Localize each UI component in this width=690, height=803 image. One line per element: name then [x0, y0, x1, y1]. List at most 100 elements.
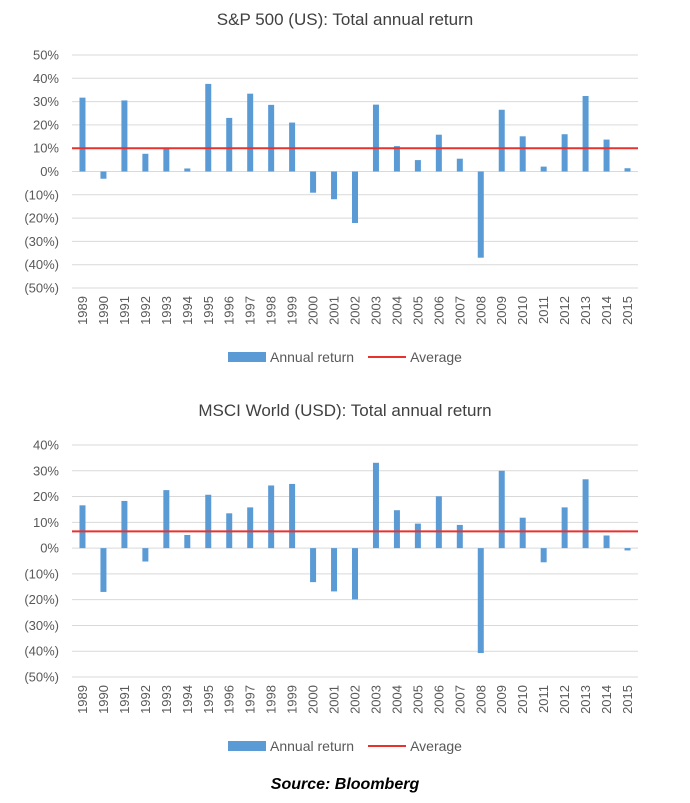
x-tick-label: 2011 [536, 296, 551, 324]
bar-2005 [414, 160, 421, 172]
bar-2008 [477, 548, 484, 654]
msci-world-plot: 40% 30% 20% 10% 0% (10%) (20%) (30%) (40%) (50%) 1… [24, 438, 638, 714]
x-tick-label: 2007 [452, 685, 467, 714]
x-tick-label: 1990 [96, 685, 111, 714]
bar-2014 [603, 535, 610, 549]
legend-item-average: Average [368, 738, 462, 754]
x-tick-label: 1991 [117, 685, 132, 714]
x-tick-label: 2004 [389, 296, 404, 325]
bar-2011 [540, 166, 547, 172]
x-tick-label: 2014 [599, 685, 614, 714]
legend-label: Average [410, 349, 462, 365]
x-tick-label: 1998 [264, 296, 279, 325]
bar-2001 [331, 548, 338, 592]
legend-item-average: Average [368, 349, 462, 365]
bar-1999 [289, 122, 296, 172]
bar-1993 [163, 490, 170, 549]
bar-2000 [310, 171, 317, 193]
x-tick-label: 1994 [180, 296, 195, 325]
bar-2011 [540, 548, 547, 563]
chart-legend: Annual return Average [0, 349, 690, 365]
x-tick-label: 2007 [452, 296, 467, 325]
x-tick-label: 1996 [222, 296, 237, 325]
x-tick-label: 2008 [473, 685, 488, 714]
bar-1995 [205, 494, 212, 549]
y-tick-label: (10%) [24, 566, 59, 581]
legend-label: Annual return [270, 738, 355, 754]
x-tick-label: 2015 [620, 296, 635, 325]
bar-1998 [268, 104, 275, 172]
bar-1991 [121, 100, 128, 172]
x-tick-label: 1991 [117, 296, 132, 325]
y-tick-label: 10% [33, 141, 59, 156]
legend-item-annual-return: Annual return [228, 738, 354, 754]
bar-2005 [414, 523, 421, 549]
x-tick-label: 1989 [75, 685, 90, 714]
y-tick-label: (30%) [24, 234, 59, 249]
x-tick-label: 1995 [201, 685, 216, 714]
bar-1994 [184, 534, 191, 549]
legend-swatch-line [368, 745, 407, 747]
y-tick-label: (40%) [24, 257, 59, 272]
chart-title: S&P 500 (US): Total annual return [216, 10, 474, 29]
x-tick-label: 1993 [159, 296, 174, 325]
y-tick-label: 30% [33, 463, 59, 478]
x-tick-label: 1997 [243, 296, 258, 325]
bar-2004 [393, 510, 400, 549]
bar-2001 [331, 171, 338, 200]
bar-2013 [582, 479, 589, 549]
y-tick-label: (50%) [24, 281, 59, 296]
x-tick-label: 2012 [557, 685, 572, 714]
x-tick-label: 1994 [180, 685, 195, 714]
bar-1990 [100, 171, 107, 179]
x-tick-label: 1998 [264, 685, 279, 714]
bar-1998 [268, 485, 275, 549]
bar-1992 [142, 153, 149, 172]
bar-2000 [310, 548, 317, 583]
x-tick-label: 2012 [557, 296, 572, 325]
x-tick-label: 2003 [368, 685, 383, 714]
x-tick-label: 1992 [138, 296, 153, 325]
chart-legend: Annual return Average [0, 738, 690, 754]
y-tick-label: (20%) [24, 592, 59, 607]
x-tick-label: 1997 [243, 685, 258, 714]
x-tick-label: 1999 [285, 685, 300, 714]
bar-2009 [498, 470, 505, 549]
bar-2006 [435, 134, 442, 172]
y-tick-label: (20%) [24, 211, 59, 226]
bar-2010 [519, 136, 526, 172]
sp500-plot: 50% 40% 30% 20% 10% 0% (10%) (20%) (30%) (40%) (50… [24, 48, 638, 325]
x-tick-label: 1989 [75, 296, 90, 325]
x-tick-label: 1995 [201, 296, 216, 325]
bar-1990 [100, 548, 107, 592]
x-tick-label: 2000 [306, 685, 321, 714]
x-tick-label: 2001 [327, 685, 342, 714]
bar-2003 [372, 104, 379, 172]
x-tick-label: 2005 [410, 296, 425, 325]
bar-1989 [79, 505, 86, 549]
bar-1995 [205, 83, 212, 172]
x-tick-label: 2010 [515, 685, 530, 714]
bar-1989 [79, 97, 86, 172]
x-tick-label: 2014 [599, 296, 614, 325]
x-tick-label: 2006 [431, 296, 446, 325]
y-tick-label: 50% [33, 48, 59, 63]
legend-item-annual-return: Annual return [228, 349, 354, 365]
x-tick-label: 2001 [327, 296, 342, 325]
y-tick-label: 20% [33, 117, 59, 132]
x-tick-label: 2013 [578, 685, 593, 714]
bar-1992 [142, 548, 149, 562]
x-tick-label: 2008 [473, 296, 488, 325]
x-tick-label: 1993 [159, 685, 174, 714]
bar-1994 [184, 168, 191, 172]
x-tick-label: 2015 [620, 685, 635, 714]
msci-world-chart: MSCI World (USD): Total annual return 40… [0, 392, 690, 772]
bar-1996 [226, 117, 233, 172]
legend-swatch-bar [228, 352, 267, 362]
bar-1991 [121, 500, 128, 549]
sp500-chart: S&P 500 (US): Total annual return 50% 40%… [0, 0, 690, 390]
bar-1997 [247, 507, 254, 549]
bar-2009 [498, 109, 505, 172]
chart-title: MSCI World (USD): Total annual return [198, 401, 492, 420]
bar-2008 [477, 171, 484, 258]
